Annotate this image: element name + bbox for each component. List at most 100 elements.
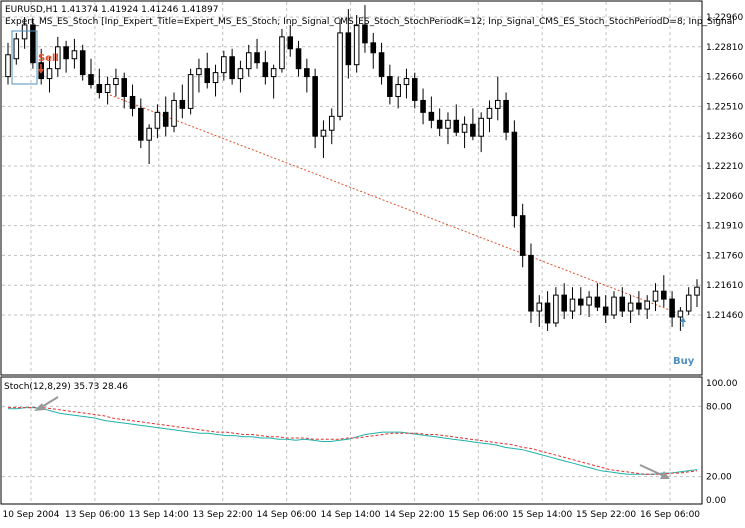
candle[interactable] bbox=[586, 291, 592, 317]
candle[interactable] bbox=[445, 112, 451, 145]
time-tick-label: 14 Sep 14:00 bbox=[320, 510, 380, 520]
buy-label: Buy bbox=[673, 356, 695, 367]
candle[interactable] bbox=[486, 100, 493, 133]
candle[interactable] bbox=[536, 295, 543, 327]
candle[interactable] bbox=[395, 76, 401, 109]
candle[interactable] bbox=[669, 291, 675, 327]
candle[interactable] bbox=[295, 40, 302, 77]
candle[interactable] bbox=[619, 287, 626, 317]
candle[interactable] bbox=[46, 56, 53, 93]
candle[interactable] bbox=[636, 291, 642, 315]
stoch-tick-label: 100.00 bbox=[706, 379, 738, 389]
candle[interactable] bbox=[63, 40, 69, 73]
candle[interactable] bbox=[328, 108, 335, 145]
candle[interactable] bbox=[594, 283, 601, 312]
candle[interactable] bbox=[55, 36, 61, 77]
candle[interactable] bbox=[470, 108, 476, 141]
candle[interactable] bbox=[129, 84, 136, 117]
candle[interactable] bbox=[121, 72, 127, 109]
candle[interactable] bbox=[171, 92, 177, 133]
candle[interactable] bbox=[138, 98, 144, 149]
candle[interactable] bbox=[88, 58, 94, 89]
price-tick-label: 1.22510 bbox=[706, 102, 743, 112]
candle[interactable] bbox=[420, 88, 426, 125]
candle[interactable] bbox=[162, 96, 169, 137]
candle[interactable] bbox=[146, 124, 152, 165]
candle[interactable] bbox=[362, 5, 368, 53]
candle[interactable] bbox=[345, 9, 352, 79]
candle[interactable] bbox=[652, 283, 659, 312]
candle[interactable] bbox=[279, 28, 285, 73]
candle[interactable] bbox=[453, 104, 460, 137]
candle[interactable] bbox=[553, 287, 559, 327]
candle[interactable] bbox=[478, 112, 484, 153]
candle[interactable] bbox=[694, 279, 700, 308]
candle[interactable] bbox=[611, 291, 617, 319]
grid bbox=[2, 2, 701, 503]
candle[interactable] bbox=[113, 68, 119, 97]
candle[interactable] bbox=[320, 120, 327, 159]
price-tick-label: 1.21460 bbox=[706, 311, 743, 321]
price-tick-label: 1.22060 bbox=[706, 192, 743, 202]
candle[interactable] bbox=[561, 283, 567, 319]
candle[interactable] bbox=[237, 60, 244, 93]
candle[interactable] bbox=[30, 18, 36, 69]
candle[interactable] bbox=[287, 24, 294, 57]
candle[interactable] bbox=[544, 291, 551, 331]
candle[interactable] bbox=[569, 287, 576, 319]
candle[interactable] bbox=[221, 50, 227, 81]
candle[interactable] bbox=[602, 295, 609, 323]
stoch-header: Stoch(12,8,29) 35.73 28.46 bbox=[4, 382, 128, 392]
candle[interactable] bbox=[378, 42, 385, 85]
candle[interactable] bbox=[436, 108, 443, 137]
candle[interactable] bbox=[511, 120, 518, 228]
candle[interactable] bbox=[312, 68, 318, 149]
candle[interactable] bbox=[21, 17, 28, 49]
candle[interactable] bbox=[212, 64, 219, 97]
candle[interactable] bbox=[494, 76, 501, 121]
candle[interactable] bbox=[262, 50, 269, 85]
candle[interactable] bbox=[353, 15, 360, 73]
candle[interactable] bbox=[411, 72, 418, 109]
candle[interactable] bbox=[254, 38, 260, 69]
candle[interactable] bbox=[387, 64, 393, 105]
candles bbox=[5, 5, 700, 331]
candle[interactable] bbox=[196, 58, 202, 93]
candle[interactable] bbox=[528, 243, 534, 323]
candle[interactable] bbox=[661, 275, 667, 308]
time-tick-label: 14 Sep 22:00 bbox=[384, 510, 444, 520]
candle[interactable] bbox=[578, 287, 584, 315]
candle[interactable] bbox=[96, 68, 103, 99]
candle[interactable] bbox=[677, 307, 684, 331]
candle[interactable] bbox=[204, 52, 211, 89]
sell-highlight-box bbox=[11, 30, 38, 85]
candle[interactable] bbox=[245, 44, 252, 77]
candle[interactable] bbox=[71, 38, 78, 69]
candle[interactable] bbox=[519, 203, 526, 268]
candle[interactable] bbox=[304, 58, 310, 93]
candle[interactable] bbox=[685, 287, 692, 315]
price-tick-label: 1.22810 bbox=[706, 43, 743, 53]
stoch-buy-arrow-icon bbox=[639, 464, 670, 479]
candle[interactable] bbox=[370, 32, 377, 69]
candle[interactable] bbox=[79, 44, 86, 81]
price-tick-label: 1.22210 bbox=[706, 162, 743, 172]
candle[interactable] bbox=[503, 92, 509, 141]
candle[interactable] bbox=[187, 68, 194, 115]
candle[interactable] bbox=[13, 32, 20, 65]
candle[interactable] bbox=[627, 295, 634, 323]
candle[interactable] bbox=[270, 64, 277, 99]
stoch-signal-line bbox=[8, 407, 698, 475]
candle[interactable] bbox=[428, 96, 435, 129]
candle[interactable] bbox=[337, 18, 343, 121]
candle[interactable] bbox=[461, 116, 468, 149]
candle[interactable] bbox=[5, 42, 11, 85]
candle[interactable] bbox=[104, 76, 111, 105]
candle[interactable] bbox=[644, 295, 650, 319]
candle[interactable] bbox=[403, 68, 410, 99]
candle[interactable] bbox=[179, 84, 186, 119]
candle[interactable] bbox=[229, 48, 235, 85]
candle[interactable] bbox=[154, 104, 161, 139]
